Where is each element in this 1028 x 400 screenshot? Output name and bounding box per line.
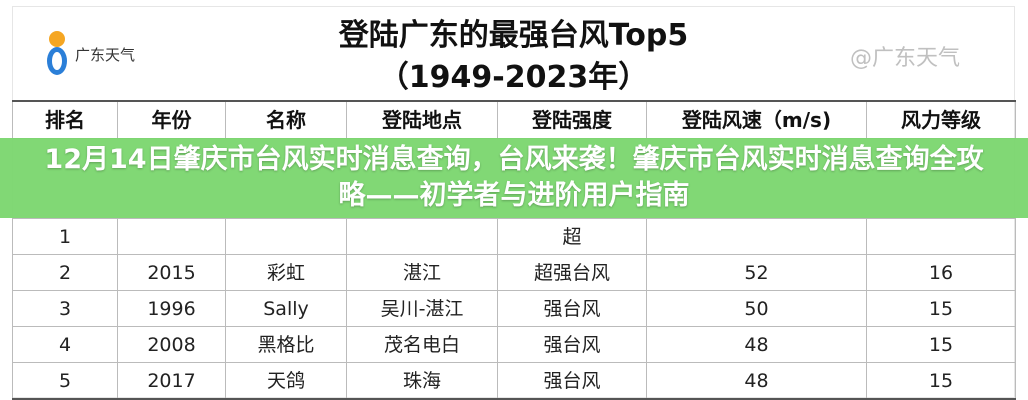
watermark: @广东天气: [850, 46, 961, 71]
table-cell: 52: [646, 254, 867, 291]
table-row: 3 1996 Sally 吴川-湛江 强台风 50 15: [12, 290, 1016, 327]
table-cell: 2015: [117, 254, 226, 291]
table-row: 4 2008 黑格比 茂名电白 强台风 48 15: [12, 326, 1016, 363]
table-cell: 天鸽: [225, 362, 347, 400]
table-cell: 48: [646, 362, 867, 400]
article-title-banner[interactable]: 12月14日肇庆市台风实时消息查询，台风来袭！肇庆市台风实时消息查询全攻略——初…: [0, 138, 1028, 218]
column-header: 登陆地点: [346, 100, 498, 139]
table-cell: 超: [497, 218, 647, 255]
table-cell: 强台风: [497, 290, 647, 327]
infographic-title: 登陆广东的最强台风Top5 （1949-2023年）: [13, 15, 1014, 99]
table-cell: 5: [12, 362, 118, 400]
column-header: 登陆风速（m/s): [646, 100, 867, 139]
table-cell: [646, 218, 867, 255]
column-header: 排名: [12, 100, 118, 139]
table-cell: 强台风: [497, 326, 647, 363]
logo: 广东天气: [45, 29, 135, 79]
column-header: 年份: [117, 100, 226, 139]
table-cell: 2008: [117, 326, 226, 363]
title-line-2: （1949-2023年）: [378, 60, 649, 95]
weather-logo-icon: [45, 29, 71, 79]
typhoon-table: 1 超 2 2015 彩虹 湛江 超强台风 52 16 3 1996 Sally 吴川-湛江 强台风 50 1…: [12, 218, 1016, 400]
table-cell: 2: [12, 254, 118, 291]
table-cell: [117, 218, 226, 255]
table-cell: 强台风: [497, 362, 647, 400]
table-cell: 湛江: [346, 254, 498, 291]
table-cell: Sally: [225, 290, 347, 327]
table-cell: 黑格比: [225, 326, 347, 363]
table-cell: 48: [646, 326, 867, 363]
table-cell: [346, 218, 498, 255]
table-cell: 超强台风: [497, 254, 647, 291]
table-cell: 50: [646, 290, 867, 327]
table-cell: 彩虹: [225, 254, 347, 291]
table-cell: [225, 218, 347, 255]
table-cell: 15: [866, 290, 1016, 327]
table-cell: 珠海: [346, 362, 498, 400]
column-header: 名称: [225, 100, 347, 139]
table-row: 2 2015 彩虹 湛江 超强台风 52 16: [12, 254, 1016, 291]
table-cell: 1996: [117, 290, 226, 327]
table-cell: 吴川-湛江: [346, 290, 498, 327]
table-cell: 4: [12, 326, 118, 363]
table-cell: 15: [866, 326, 1016, 363]
article-title[interactable]: 12月14日肇庆市台风实时消息查询，台风来袭！肇庆市台风实时消息查询全攻略——初…: [44, 144, 984, 211]
table-cell: 茂名电白: [346, 326, 498, 363]
typhoon-table-header: 排名 年份 名称 登陆地点 登陆强度 登陆风速（m/s) 风力等级: [12, 100, 1016, 139]
table-cell: 15: [866, 362, 1016, 400]
logo-text: 广东天气: [75, 45, 136, 64]
table-cell: 2017: [117, 362, 226, 400]
infographic-card: 广东天气 登陆广东的最强台风Top5 （1949-2023年）: [12, 6, 1015, 398]
table-cell: 16: [866, 254, 1016, 291]
table-cell: 1: [12, 218, 118, 255]
column-header: 风力等级: [866, 100, 1016, 139]
table-cell: [866, 218, 1016, 255]
column-header: 登陆强度: [497, 100, 647, 139]
table-row: 5 2017 天鸽 珠海 强台风 48 15: [12, 362, 1016, 400]
table-header-row: 排名 年份 名称 登陆地点 登陆强度 登陆风速（m/s) 风力等级: [12, 100, 1016, 139]
title-line-1: 登陆广东的最强台风Top5: [338, 18, 689, 53]
table-cell: 3: [12, 290, 118, 327]
